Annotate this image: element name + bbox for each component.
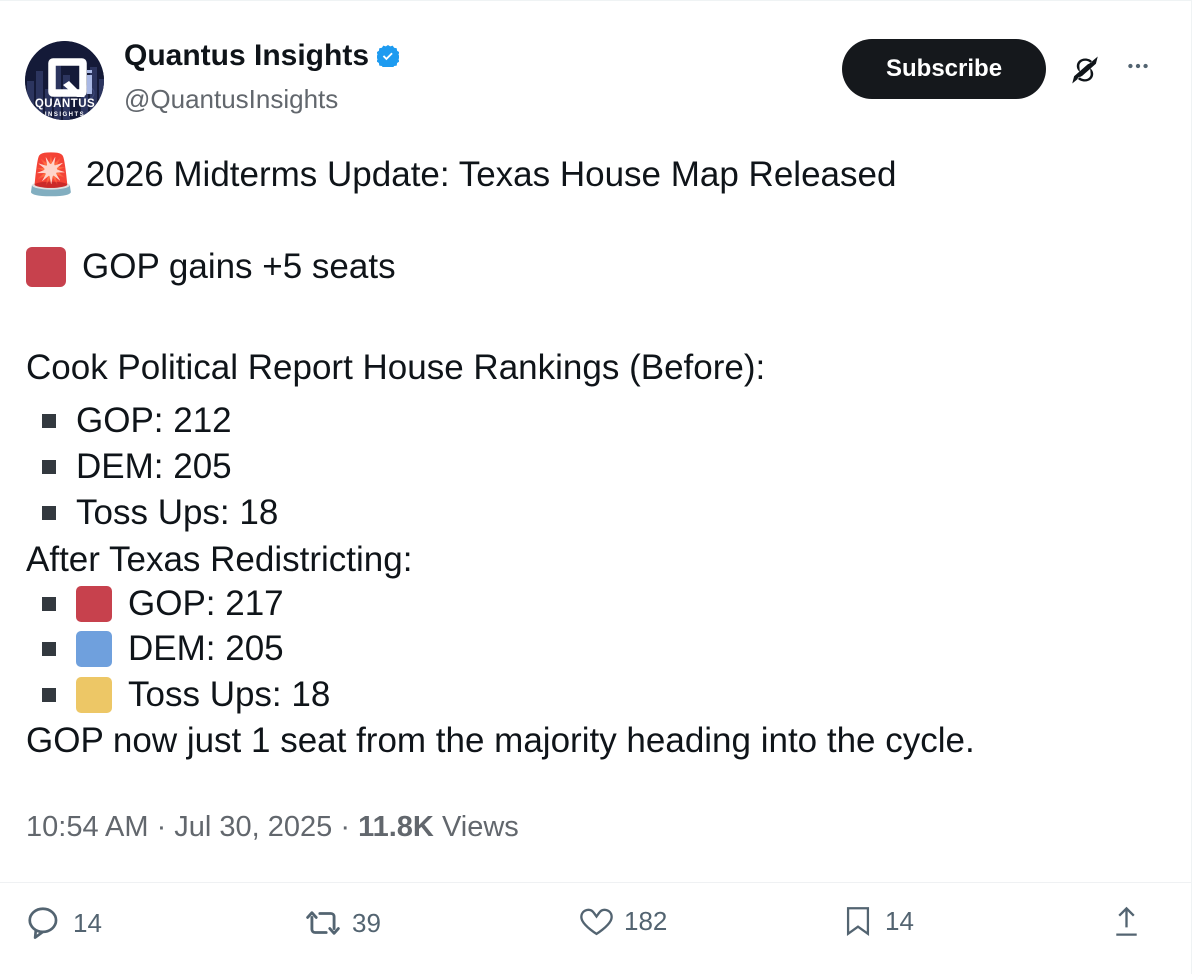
svg-text:QUANTUS: QUANTUS — [35, 98, 95, 110]
svg-text:INSIGHTS: INSIGHTS — [45, 112, 85, 118]
